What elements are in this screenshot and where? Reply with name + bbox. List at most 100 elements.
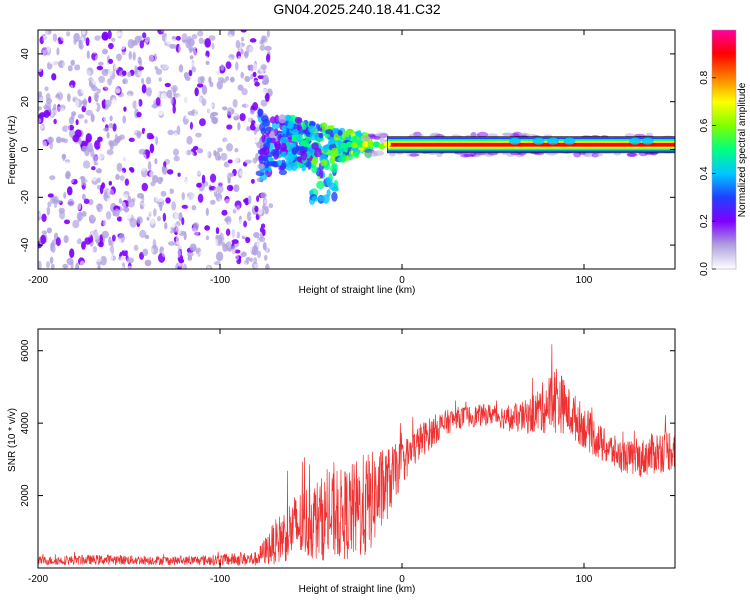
spectrogram-transition-blob [274,140,282,151]
spectrogram-transition-blob [320,159,328,167]
spectrogram-noise-dot [82,160,91,169]
spectrogram-noise-dot [231,248,236,253]
spectrogram-noise-dot [238,106,243,115]
spectrogram-transition-blob [280,143,287,152]
spectrogram-noise-dot [45,46,52,56]
spectrogram-haze-blob [594,152,603,157]
spectrogram-noise-dot [150,170,154,177]
spectrogram-transition-blob [261,134,266,143]
spectrogram-noise-dot [136,92,144,102]
spectrogram-transition-blob [319,169,324,179]
spectrogram-noise-dot [194,108,201,113]
spectrogram-noise-dot [256,250,262,259]
spectrogram-noise-dot [196,148,204,154]
colorbar-tick-label: 0.6 [699,118,710,132]
spectrogram-noise-dot [228,53,235,61]
spectrogram-noise-dot [103,188,111,198]
spectrogram-noise-dot [86,67,94,76]
spectrogram-transition-blob [301,146,309,153]
spectrogram-noise-dot [76,212,84,221]
spectrogram-noise-dot [171,201,177,211]
spectrogram-noise-dot [268,220,273,229]
spectrogram-noise-dot [190,210,198,218]
spectrogram-noise-dot [236,141,241,148]
spectrogram-noise-dot [101,230,109,239]
snr-plot-area [38,329,675,568]
spectrogram-noise-dot [205,60,210,65]
spectrogram-noise-dot [245,153,253,158]
spectrogram-noise-dot [237,84,244,91]
spectrogram-noise-dot [84,236,92,245]
spectrogram-noise-dot [257,95,264,101]
spectrogram-noise-dot [46,261,50,269]
spectrogram-noise-dot [145,36,151,43]
spectrogram-noise-dot [56,88,63,94]
spectrogram-noise-dot [223,254,230,265]
spectrogram-noise-dot [213,170,220,176]
spectrogram-noise-dot [226,142,234,152]
spectrogram-noise-dot [114,86,121,94]
spectrogram-noise-dot [241,186,245,197]
spectrogram-noise-dot [134,64,138,75]
spectrogram-noise-dot [48,78,53,88]
spectrogram-noise-dot [204,225,211,231]
spectrogram-noise-dot [238,194,245,199]
spectrogram-noise-dot [88,77,94,83]
spectrogram-noise-dot [161,249,169,258]
spectrogram-noise-dot [80,232,84,239]
spectrogram-noise-dot [161,64,169,71]
spectrogram-noise-dot [83,198,90,205]
spectrogram-haze-blob [512,131,523,138]
spectrogram-noise-dot [76,169,80,177]
spectrogram-transition-blob [318,132,324,139]
spectrogram-noise-dot [237,122,241,131]
spectrogram-noise-dot [120,201,126,209]
spectrogram-noise-dot [93,229,99,239]
spectrogram-transition-blob [261,146,270,156]
spectrogram-noise-dot [243,50,249,59]
spectrogram-noise-dot [260,88,268,95]
spectrogram-noise-dot [91,166,96,171]
spectrogram-noise-dot [191,33,198,40]
spectrogram-noise-dot [181,204,189,209]
spectrogram-noise-dot [38,185,46,191]
spectrogram-noise-dot [209,230,214,239]
spectrogram-noise-dot [51,73,57,81]
spectrogram-noise-dot [244,159,252,164]
spectrogram-noise-dot [126,241,132,250]
spectrogram-noise-dot [253,231,260,239]
spectrogram-haze-blob [502,132,514,136]
spectrogram-noise-dot [167,124,172,130]
spectrogram-noise-dot [99,234,103,244]
spectrogram-noise-dot [167,129,174,136]
spectrogram-noise-dot [237,256,241,262]
spectrogram-noise-dot [254,122,260,128]
spectrogram-noise-dot [188,259,194,267]
spectrogram-noise-dot [266,30,270,38]
spectrogram-noise-dot [189,243,197,252]
spectrogram-transition-blob [301,163,307,172]
spectrogram-noise-dot [191,116,199,125]
spectrogram-noise-dot [190,194,198,205]
spectrogram-noise-dot [106,149,114,156]
spectrogram-noise-dot [213,187,217,193]
spectrogram-noise-dot [229,76,235,83]
spectrogram-noise-dot [47,201,52,208]
spectrogram-noise-dot [157,176,163,185]
spectrogram-noise-dot [39,224,44,230]
spectrogram-noise-dot [104,220,109,226]
spectrogram-noise-dot [239,64,246,72]
spectrogram-noise-dot [267,218,274,225]
spectrogram-noise-dot [44,86,49,92]
spectrogram-noise-dot [45,40,51,45]
spectrogram-noise-dot [142,32,147,39]
spectrogram-noise-dot [198,141,204,148]
spectrogram-noise-dot [74,98,80,109]
spectrogram-noise-dot [70,209,76,217]
spectrogram-noise-dot [190,169,195,175]
spectrogram-noise-dot [191,205,197,211]
spectrogram-noise-dot [220,64,225,71]
spectrogram-noise-dot [116,162,123,172]
spectrogram-noise-dot [186,195,191,203]
